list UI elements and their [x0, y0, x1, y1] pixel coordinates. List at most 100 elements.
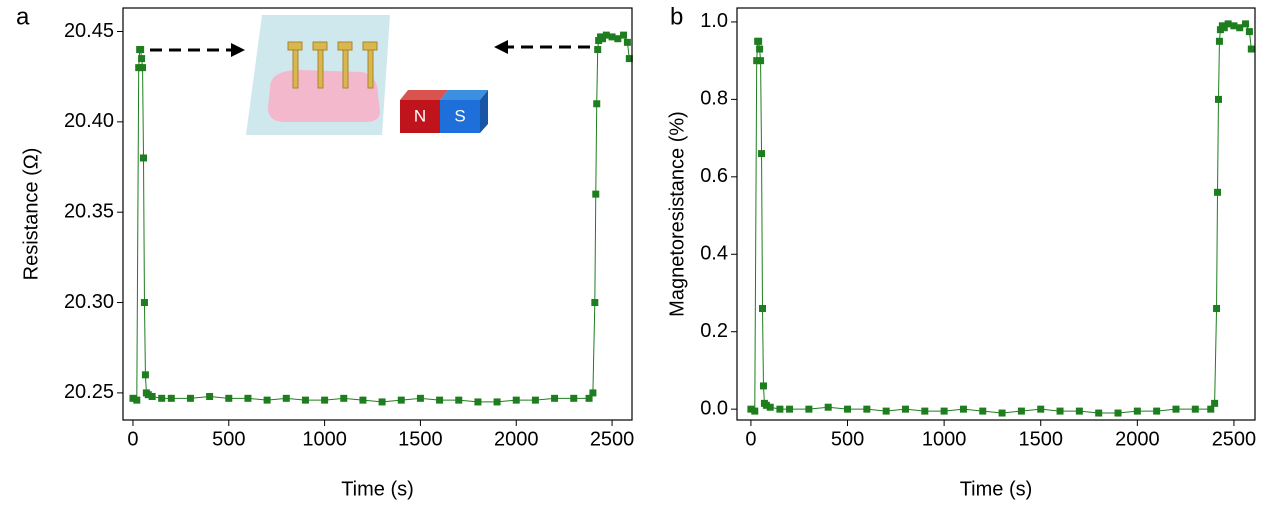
marker: [1037, 405, 1045, 413]
marker: [589, 389, 597, 397]
marker: [882, 407, 890, 415]
marker: [1213, 304, 1221, 312]
plot-area: [129, 31, 633, 406]
marker: [959, 405, 967, 413]
marker: [1017, 407, 1025, 415]
marker: [1211, 399, 1219, 407]
marker: [593, 100, 601, 108]
marker: [998, 409, 1006, 417]
marker: [148, 393, 156, 401]
marker: [1207, 405, 1215, 413]
marker: [1215, 37, 1223, 45]
marker: [863, 405, 871, 413]
marker: [137, 46, 145, 54]
marker: [1230, 22, 1238, 30]
marker: [1191, 405, 1199, 413]
y-tick-label: 1.0: [700, 10, 728, 32]
marker: [755, 37, 763, 45]
marker: [1153, 407, 1161, 415]
marker: [1247, 45, 1255, 53]
x-tick-label: 1500: [1018, 428, 1063, 450]
marker: [1172, 405, 1180, 413]
x-tick-label: 500: [831, 428, 864, 450]
marker: [1214, 95, 1222, 103]
x-tick-label: 500: [212, 428, 245, 450]
marker: [1133, 407, 1141, 415]
x-tick-label: 0: [745, 428, 756, 450]
marker: [766, 403, 774, 411]
marker: [493, 398, 501, 406]
marker: [753, 57, 761, 65]
marker: [474, 398, 482, 406]
marker: [591, 299, 599, 307]
marker: [757, 57, 765, 65]
y-tick-label: 0.6: [700, 165, 728, 187]
marker: [756, 45, 764, 53]
marker: [340, 394, 348, 402]
marker: [844, 405, 852, 413]
marker: [901, 405, 909, 413]
marker: [139, 64, 147, 72]
magnet-top-s: [440, 90, 488, 100]
marker: [244, 394, 252, 402]
marker: [378, 398, 386, 406]
x-tick-label: 1000: [922, 428, 967, 450]
marker: [758, 150, 766, 158]
y-tick-label: 20.40: [64, 110, 114, 132]
magnet-side: [480, 90, 488, 133]
x-tick-label: 2000: [1115, 428, 1160, 450]
axis-frame: [736, 7, 1256, 421]
marker: [776, 405, 784, 413]
panel-label: a: [16, 3, 30, 30]
marker: [585, 394, 593, 402]
y-axis-title: Magnetoresistance (%): [666, 111, 688, 317]
marker: [531, 396, 539, 404]
x-tick-label: 2500: [590, 428, 635, 450]
y-tick-label: 0.8: [700, 88, 728, 110]
x-axis-title: Time (s): [341, 478, 414, 500]
marker: [805, 405, 813, 413]
marker: [759, 382, 767, 390]
marker: [186, 394, 194, 402]
marker: [144, 391, 152, 399]
x-tick-label: 0: [127, 428, 138, 450]
marker: [397, 396, 405, 404]
inset-probes: [287, 41, 378, 89]
marker: [598, 35, 606, 43]
inset-gel: [268, 70, 380, 122]
marker: [786, 405, 794, 413]
marker: [167, 394, 175, 402]
panel-label: b: [670, 3, 683, 30]
marker: [512, 396, 520, 404]
marker: [359, 396, 367, 404]
marker: [263, 396, 271, 404]
x-axis-title: Time (s): [960, 478, 1033, 500]
marker: [751, 407, 759, 415]
y-axis-title: Resistance (Ω): [20, 148, 42, 281]
y-tick-label: 20.45: [64, 20, 114, 42]
x-tick-label: 1000: [302, 428, 347, 450]
marker: [747, 405, 755, 413]
y-tick-label: 20.35: [64, 200, 114, 222]
marker: [321, 396, 329, 404]
marker: [135, 64, 143, 72]
arrow-head: [231, 43, 245, 57]
marker: [206, 393, 214, 401]
marker: [141, 371, 149, 379]
marker: [921, 407, 929, 415]
y-tick-label: 0.2: [700, 320, 728, 342]
magnet-n: [400, 100, 440, 133]
marker: [1095, 409, 1103, 417]
marker: [140, 299, 148, 307]
marker: [133, 396, 141, 404]
series-line: [750, 23, 1252, 414]
arrow-head: [494, 40, 508, 54]
marker: [762, 401, 770, 409]
magnet-top-n: [400, 90, 448, 100]
marker: [570, 394, 578, 402]
marker: [595, 37, 603, 45]
marker: [1214, 188, 1222, 196]
marker: [436, 396, 444, 404]
marker: [301, 396, 309, 404]
